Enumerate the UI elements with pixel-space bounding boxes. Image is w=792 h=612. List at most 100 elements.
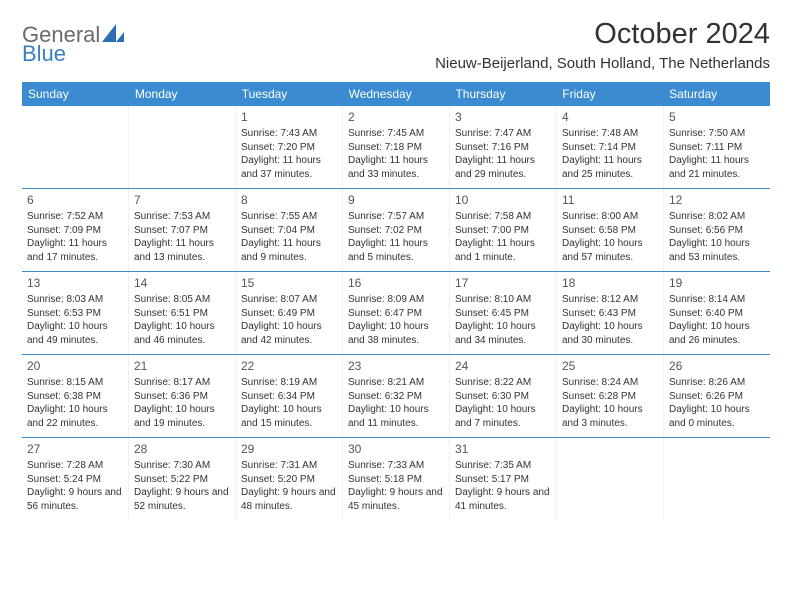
daylight-text: Daylight: 9 hours and 56 minutes. [27, 486, 123, 513]
weekday-header: Monday [129, 82, 236, 106]
sunset-text: Sunset: 6:28 PM [562, 390, 658, 404]
day-cell: 9Sunrise: 7:57 AMSunset: 7:02 PMDaylight… [343, 189, 450, 271]
sunrise-text: Sunrise: 7:45 AM [348, 127, 444, 141]
day-cell: 28Sunrise: 7:30 AMSunset: 5:22 PMDayligh… [129, 438, 236, 520]
day-cell: 24Sunrise: 8:22 AMSunset: 6:30 PMDayligh… [450, 355, 557, 437]
sunrise-text: Sunrise: 7:33 AM [348, 459, 444, 473]
sunset-text: Sunset: 6:36 PM [134, 390, 230, 404]
day-cell: 21Sunrise: 8:17 AMSunset: 6:36 PMDayligh… [129, 355, 236, 437]
day-cell: 26Sunrise: 8:26 AMSunset: 6:26 PMDayligh… [664, 355, 770, 437]
day-number: 24 [455, 358, 551, 374]
title-block: October 2024 Nieuw-Beijerland, South Hol… [435, 18, 770, 72]
day-number: 23 [348, 358, 444, 374]
day-cell: 15Sunrise: 8:07 AMSunset: 6:49 PMDayligh… [236, 272, 343, 354]
day-number: 9 [348, 192, 444, 208]
daylight-text: Daylight: 10 hours and 0 minutes. [669, 403, 765, 430]
day-cell: 2Sunrise: 7:45 AMSunset: 7:18 PMDaylight… [343, 106, 450, 188]
daylight-text: Daylight: 10 hours and 26 minutes. [669, 320, 765, 347]
daylight-text: Daylight: 11 hours and 17 minutes. [27, 237, 123, 264]
day-number: 18 [562, 275, 658, 291]
sunset-text: Sunset: 6:47 PM [348, 307, 444, 321]
day-cell: 16Sunrise: 8:09 AMSunset: 6:47 PMDayligh… [343, 272, 450, 354]
daylight-text: Daylight: 10 hours and 34 minutes. [455, 320, 551, 347]
day-cell: 31Sunrise: 7:35 AMSunset: 5:17 PMDayligh… [450, 438, 557, 520]
weekday-header: Saturday [663, 82, 770, 106]
sunset-text: Sunset: 6:30 PM [455, 390, 551, 404]
sunrise-text: Sunrise: 8:09 AM [348, 293, 444, 307]
sunrise-text: Sunrise: 8:05 AM [134, 293, 230, 307]
sunrise-text: Sunrise: 7:50 AM [669, 127, 765, 141]
day-cell: 29Sunrise: 7:31 AMSunset: 5:20 PMDayligh… [236, 438, 343, 520]
sunset-text: Sunset: 7:09 PM [27, 224, 123, 238]
sunrise-text: Sunrise: 8:26 AM [669, 376, 765, 390]
logo-mark-icon [102, 24, 124, 42]
daylight-text: Daylight: 10 hours and 46 minutes. [134, 320, 230, 347]
day-number: 30 [348, 441, 444, 457]
sunrise-text: Sunrise: 8:21 AM [348, 376, 444, 390]
day-cell: 8Sunrise: 7:55 AMSunset: 7:04 PMDaylight… [236, 189, 343, 271]
location-text: Nieuw-Beijerland, South Holland, The Net… [435, 55, 770, 72]
day-number: 6 [27, 192, 123, 208]
day-cell: 14Sunrise: 8:05 AMSunset: 6:51 PMDayligh… [129, 272, 236, 354]
daylight-text: Daylight: 10 hours and 11 minutes. [348, 403, 444, 430]
weekday-header: Wednesday [343, 82, 450, 106]
week-row: 20Sunrise: 8:15 AMSunset: 6:38 PMDayligh… [22, 354, 770, 437]
daylight-text: Daylight: 9 hours and 41 minutes. [455, 486, 551, 513]
day-number: 20 [27, 358, 123, 374]
sunset-text: Sunset: 6:26 PM [669, 390, 765, 404]
day-cell: 7Sunrise: 7:53 AMSunset: 7:07 PMDaylight… [129, 189, 236, 271]
day-number: 31 [455, 441, 551, 457]
day-cell: 23Sunrise: 8:21 AMSunset: 6:32 PMDayligh… [343, 355, 450, 437]
day-cell [664, 438, 770, 520]
sunset-text: Sunset: 6:43 PM [562, 307, 658, 321]
day-number: 27 [27, 441, 123, 457]
daylight-text: Daylight: 10 hours and 53 minutes. [669, 237, 765, 264]
weekday-header: Sunday [22, 82, 129, 106]
day-number: 5 [669, 109, 765, 125]
sunrise-text: Sunrise: 8:15 AM [27, 376, 123, 390]
weekday-header-row: Sunday Monday Tuesday Wednesday Thursday… [22, 82, 770, 106]
sunrise-text: Sunrise: 7:47 AM [455, 127, 551, 141]
daylight-text: Daylight: 10 hours and 3 minutes. [562, 403, 658, 430]
day-cell: 30Sunrise: 7:33 AMSunset: 5:18 PMDayligh… [343, 438, 450, 520]
sunrise-text: Sunrise: 8:10 AM [455, 293, 551, 307]
sunrise-text: Sunrise: 7:58 AM [455, 210, 551, 224]
daylight-text: Daylight: 10 hours and 49 minutes. [27, 320, 123, 347]
sunrise-text: Sunrise: 8:02 AM [669, 210, 765, 224]
sunset-text: Sunset: 6:58 PM [562, 224, 658, 238]
day-number: 10 [455, 192, 551, 208]
daylight-text: Daylight: 9 hours and 45 minutes. [348, 486, 444, 513]
day-cell [22, 106, 129, 188]
day-number: 29 [241, 441, 337, 457]
week-row: 1Sunrise: 7:43 AMSunset: 7:20 PMDaylight… [22, 106, 770, 188]
sunset-text: Sunset: 6:51 PM [134, 307, 230, 321]
day-number: 7 [134, 192, 230, 208]
sunset-text: Sunset: 7:02 PM [348, 224, 444, 238]
daylight-text: Daylight: 10 hours and 38 minutes. [348, 320, 444, 347]
day-cell: 18Sunrise: 8:12 AMSunset: 6:43 PMDayligh… [557, 272, 664, 354]
weekday-header: Thursday [449, 82, 556, 106]
sunset-text: Sunset: 5:17 PM [455, 473, 551, 487]
sunrise-text: Sunrise: 7:30 AM [134, 459, 230, 473]
daylight-text: Daylight: 10 hours and 7 minutes. [455, 403, 551, 430]
daylight-text: Daylight: 10 hours and 19 minutes. [134, 403, 230, 430]
daylight-text: Daylight: 10 hours and 57 minutes. [562, 237, 658, 264]
sunrise-text: Sunrise: 8:14 AM [669, 293, 765, 307]
day-cell: 5Sunrise: 7:50 AMSunset: 7:11 PMDaylight… [664, 106, 770, 188]
sunset-text: Sunset: 7:16 PM [455, 141, 551, 155]
day-cell: 20Sunrise: 8:15 AMSunset: 6:38 PMDayligh… [22, 355, 129, 437]
daylight-text: Daylight: 11 hours and 1 minute. [455, 237, 551, 264]
sunset-text: Sunset: 6:34 PM [241, 390, 337, 404]
sunset-text: Sunset: 6:53 PM [27, 307, 123, 321]
sunset-text: Sunset: 6:49 PM [241, 307, 337, 321]
weekday-header: Tuesday [236, 82, 343, 106]
day-number: 8 [241, 192, 337, 208]
day-cell: 12Sunrise: 8:02 AMSunset: 6:56 PMDayligh… [664, 189, 770, 271]
day-cell: 4Sunrise: 7:48 AMSunset: 7:14 PMDaylight… [557, 106, 664, 188]
sunrise-text: Sunrise: 8:24 AM [562, 376, 658, 390]
daylight-text: Daylight: 11 hours and 9 minutes. [241, 237, 337, 264]
week-row: 13Sunrise: 8:03 AMSunset: 6:53 PMDayligh… [22, 271, 770, 354]
week-row: 27Sunrise: 7:28 AMSunset: 5:24 PMDayligh… [22, 437, 770, 520]
day-number: 3 [455, 109, 551, 125]
sunset-text: Sunset: 7:07 PM [134, 224, 230, 238]
